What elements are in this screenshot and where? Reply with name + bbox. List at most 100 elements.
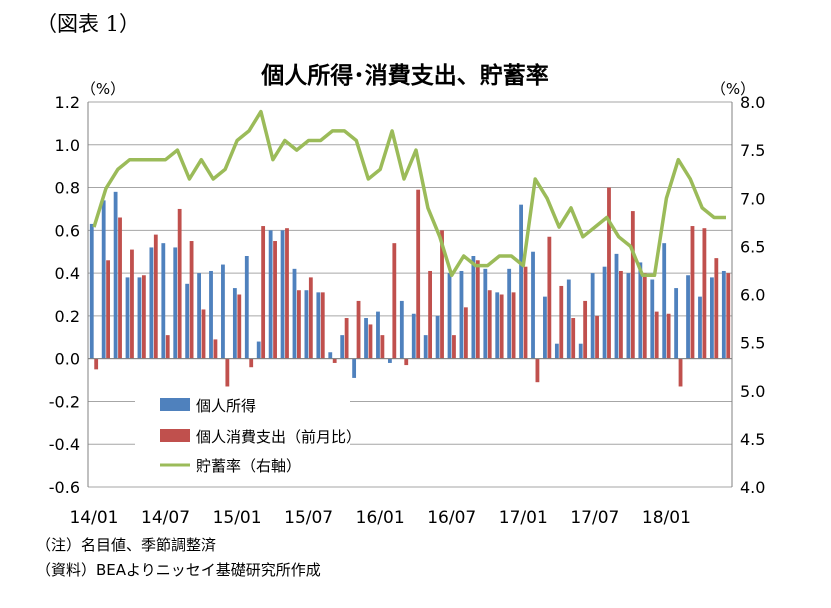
legend-swatch-income	[160, 398, 190, 411]
consumption-bar	[619, 270, 623, 359]
consumption-bar	[213, 339, 218, 359]
consumption-bar	[416, 189, 421, 359]
right-tick-label: 4.5	[740, 430, 765, 449]
note-line: （注）名目値、季節調整済	[36, 536, 217, 554]
consumption-bar	[523, 266, 528, 359]
chart: 個人所得･消費支出、貯蓄率 （%） （%） 1.2 1.0 0.8 0.6 0.4 0.2…	[49, 62, 766, 528]
consumption-bar	[153, 234, 158, 359]
income-bar	[161, 243, 166, 359]
consumption-bar	[475, 260, 480, 359]
left-tick-label: -0.6	[49, 478, 80, 497]
right-tick-label: 4.0	[740, 478, 765, 497]
consumption-bar	[237, 294, 242, 359]
consumption-bar	[487, 290, 492, 359]
income-bar	[173, 247, 178, 359]
right-axis-unit: （%）	[711, 80, 755, 98]
left-tick-label: -0.2	[49, 392, 80, 411]
consumption-bar	[320, 292, 325, 359]
income-bar	[304, 290, 309, 359]
income-bar	[411, 313, 416, 359]
income-bar	[507, 268, 512, 359]
consumption-bar	[177, 208, 182, 359]
income-bar	[662, 243, 667, 359]
income-bar	[197, 273, 201, 359]
income-bar	[519, 204, 523, 359]
left-tick-label: 1.2	[55, 93, 80, 112]
consumption-bar	[463, 307, 468, 359]
consumption-bar	[130, 249, 134, 359]
x-tick-label: 17/07	[570, 508, 619, 528]
income-bar	[566, 279, 571, 359]
right-tick-label: 5.0	[740, 382, 765, 401]
consumption-bar	[642, 273, 647, 359]
income-bar	[721, 270, 726, 359]
consumption-bar	[189, 241, 194, 359]
income-bar	[149, 247, 154, 359]
income-bar	[387, 358, 392, 363]
consumption-bar	[392, 243, 397, 359]
consumption-bar	[690, 226, 695, 359]
bars	[89, 187, 731, 387]
income-bar	[185, 283, 190, 359]
x-tick-label: 15/01	[213, 508, 262, 528]
right-tick-label: 5.5	[740, 334, 765, 353]
income-bar	[602, 266, 607, 359]
source-line: （資料）BEAよりニッセイ基礎研究所作成	[36, 561, 321, 579]
consumption-bar	[297, 290, 301, 359]
consumption-bar	[118, 217, 122, 359]
income-bar	[447, 273, 452, 359]
income-bar	[471, 256, 476, 359]
notes: （注）名目値、季節調整済 （資料）BEAよりニッセイ基礎研究所作成	[36, 533, 321, 583]
income-bar	[686, 275, 690, 359]
income-bar	[531, 251, 535, 359]
consumption-bar	[94, 358, 99, 370]
income-bar	[483, 268, 488, 359]
consumption-bar	[273, 241, 277, 359]
consumption-bar	[452, 335, 456, 359]
consumption-bar	[141, 275, 146, 359]
income-bar	[137, 277, 142, 359]
consumption-bar	[571, 318, 576, 359]
consumption-bar	[666, 313, 671, 359]
x-tick-label: 15/07	[284, 508, 333, 528]
income-bar	[125, 277, 130, 359]
consumption-bar	[595, 315, 599, 359]
income-bar	[256, 341, 261, 359]
x-tick-label: 17/01	[499, 508, 548, 528]
income-bar	[435, 315, 440, 359]
consumption-bar	[654, 311, 659, 359]
left-tick-label: 0.0	[55, 350, 80, 369]
right-tick-label: 8.0	[740, 93, 765, 112]
legend-label-consumption: 個人消費支出（前月比）	[196, 428, 361, 446]
income-bar	[376, 311, 380, 359]
income-bar	[399, 300, 404, 359]
consumption-bar	[308, 277, 313, 359]
consumption-bar	[201, 309, 206, 359]
left-tick-label: 0.6	[55, 221, 80, 240]
consumption-bar	[380, 335, 385, 359]
consumption-bar	[285, 228, 289, 359]
income-bar	[352, 358, 357, 378]
consumption-bar	[630, 211, 635, 359]
income-bar	[209, 270, 213, 359]
consumption-bar	[249, 358, 254, 368]
legend-label-saving-rate: 貯蓄率（右軸）	[196, 457, 301, 475]
saving-rate-series	[92, 109, 726, 278]
income-bar	[280, 230, 285, 359]
income-bar	[101, 200, 106, 359]
income-bar	[650, 279, 655, 359]
income-bar	[113, 191, 118, 359]
consumption-bar	[344, 318, 349, 359]
x-axis-ticks: 14/01 14/07 15/01 15/07 16/01 16/07 17/01 17/07…	[69, 508, 690, 528]
consumption-bar	[547, 236, 552, 359]
income-bar	[459, 270, 464, 359]
left-tick-label: -0.4	[49, 435, 80, 454]
consumption-bar	[511, 292, 516, 359]
consumption-bar	[404, 358, 409, 366]
consumption-bar	[702, 228, 707, 359]
right-tick-label: 6.5	[740, 237, 765, 256]
income-bar	[232, 288, 237, 359]
left-tick-label: 0.2	[55, 307, 80, 326]
income-bar	[495, 292, 500, 359]
consumption-bar	[225, 358, 230, 387]
